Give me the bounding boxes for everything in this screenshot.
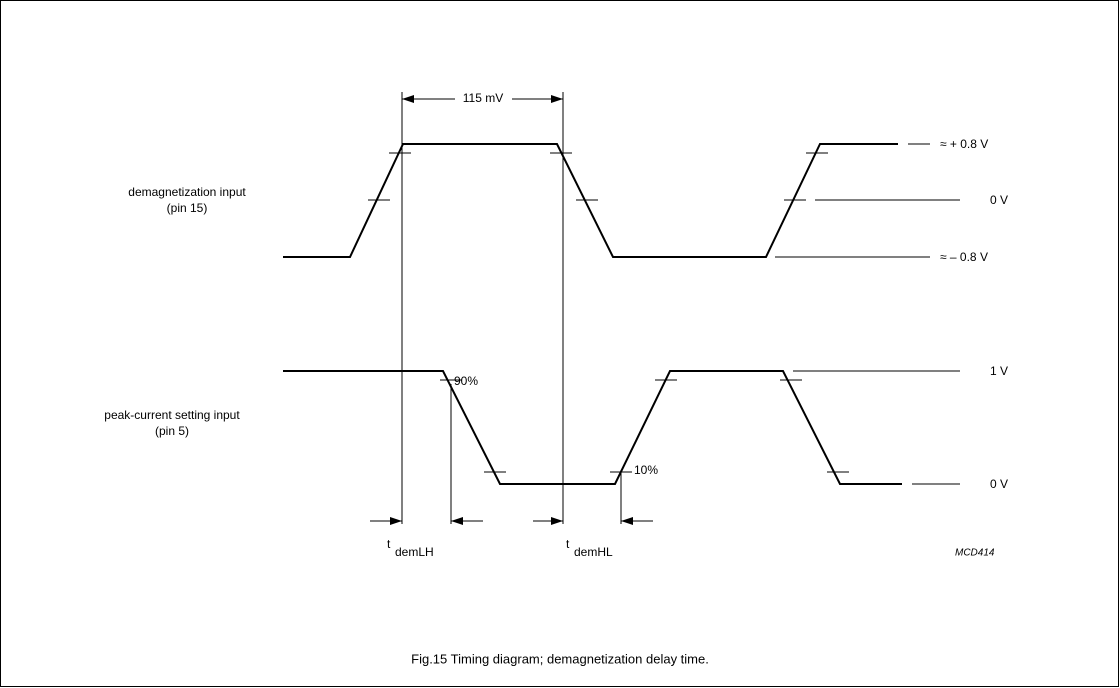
guides: [368, 92, 960, 524]
width-label: 115 mV: [463, 91, 503, 105]
delay-t: t: [566, 537, 570, 551]
peak-wave: [283, 370, 902, 485]
delay-sub: demHL: [574, 545, 613, 559]
signal-name: demagnetization input: [128, 185, 246, 199]
figure-code: MCD414: [955, 548, 995, 559]
signal-pin: (pin 15): [167, 201, 208, 215]
signal-name: peak-current setting input: [104, 408, 240, 422]
delay-sub: demLH: [395, 545, 434, 559]
delay-t: t: [387, 537, 391, 551]
level-label: 0 V: [990, 477, 1008, 491]
caption: Fig.15 Timing diagram; demagnetization d…: [411, 651, 709, 666]
level-label: 1 V: [990, 364, 1008, 378]
threshold-label: 90%: [454, 374, 478, 388]
signal-pin: (pin 5): [155, 424, 189, 438]
level-label: ≈ – 0.8 V: [940, 250, 988, 264]
level-label: ≈ + 0.8 V: [940, 137, 988, 151]
threshold-label: 10%: [634, 463, 658, 477]
arrowheads: [390, 95, 633, 525]
level-label: 0 V: [990, 193, 1008, 207]
waveforms: [283, 143, 902, 485]
